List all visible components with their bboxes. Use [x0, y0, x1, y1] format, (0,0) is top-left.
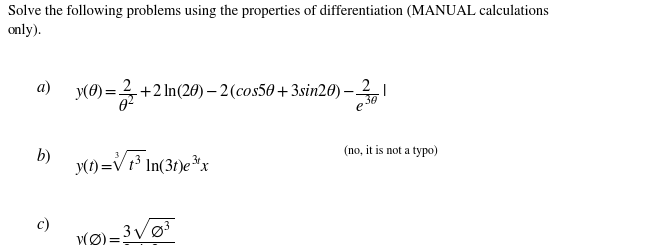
Text: (no, it is not a typo): (no, it is not a typo) [344, 145, 437, 157]
Text: $\mathit{c)}$: $\mathit{c)}$ [36, 216, 50, 234]
Text: $\mathit{y}(\theta) = \dfrac{2}{\theta^2} + 2\,\mathrm{ln}(2\theta) - 2\,(\mathi: $\mathit{y}(\theta) = \dfrac{2}{\theta^2… [75, 78, 386, 114]
Text: $\mathit{y}(\emptyset) = \dfrac{3\sqrt{\emptyset^3}}{2\mathit{sin}2\emptyset}$: $\mathit{y}(\emptyset) = \dfrac{3\sqrt{\… [75, 216, 174, 245]
Text: $\mathit{a)}$: $\mathit{a)}$ [36, 78, 51, 97]
Text: Solve the following problems using the properties of differentiation (MANUAL cal: Solve the following problems using the p… [8, 5, 548, 37]
Text: $\mathit{y}(t) = \sqrt[3]{t^3}\,\mathrm{ln}(3t)e^{3t}x$: $\mathit{y}(t) = \sqrt[3]{t^3}\,\mathrm{… [75, 147, 210, 177]
Text: $\mathit{b)}$: $\mathit{b)}$ [36, 147, 51, 166]
